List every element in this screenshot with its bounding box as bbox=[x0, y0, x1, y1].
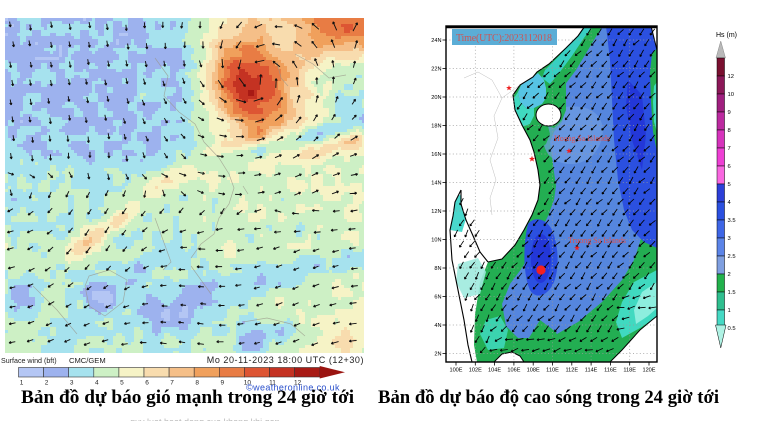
svg-text:10: 10 bbox=[728, 92, 734, 98]
svg-text:12: 12 bbox=[294, 380, 302, 387]
svg-text:9: 9 bbox=[728, 110, 731, 116]
svg-text:1: 1 bbox=[20, 380, 24, 387]
svg-text:108E: 108E bbox=[527, 368, 540, 374]
svg-text:3.5: 3.5 bbox=[728, 218, 736, 224]
svg-text:1: 1 bbox=[728, 308, 731, 314]
svg-text:3: 3 bbox=[728, 236, 731, 242]
svg-text:8N: 8N bbox=[434, 266, 441, 272]
svg-text:116E: 116E bbox=[604, 368, 617, 374]
svg-text:©weatheronline.co.uk: ©weatheronline.co.uk bbox=[246, 383, 340, 393]
svg-text:102E: 102E bbox=[469, 368, 482, 374]
svg-text:9: 9 bbox=[220, 380, 224, 387]
svg-text:12N: 12N bbox=[431, 209, 441, 215]
svg-text:14N: 14N bbox=[431, 181, 441, 187]
svg-text:Hs (m): Hs (m) bbox=[716, 32, 737, 39]
svg-text:106E: 106E bbox=[507, 368, 520, 374]
svg-text:7: 7 bbox=[170, 380, 174, 387]
svg-text:24N: 24N bbox=[431, 38, 441, 44]
svg-text:4N: 4N bbox=[434, 323, 441, 329]
svg-text:4: 4 bbox=[728, 200, 732, 206]
svg-text:3: 3 bbox=[70, 380, 74, 387]
svg-text:114E: 114E bbox=[585, 368, 598, 374]
svg-text:20N: 20N bbox=[431, 95, 441, 101]
svg-text:5: 5 bbox=[728, 182, 731, 188]
svg-text:100E: 100E bbox=[449, 368, 462, 374]
svg-text:11: 11 bbox=[269, 380, 276, 387]
svg-text:6N: 6N bbox=[434, 295, 441, 301]
svg-text:22N: 22N bbox=[431, 67, 441, 73]
svg-text:10N: 10N bbox=[431, 238, 441, 244]
svg-text:Surface wind (bft): Surface wind (bft) bbox=[1, 357, 57, 365]
svg-text:2: 2 bbox=[728, 272, 731, 278]
svg-text:Hoang Sa Islands: Hoang Sa Islands bbox=[554, 134, 610, 143]
svg-text:120E: 120E bbox=[642, 368, 655, 374]
svg-text:12: 12 bbox=[728, 74, 734, 80]
svg-text:1.5: 1.5 bbox=[728, 290, 736, 296]
svg-text:10: 10 bbox=[244, 380, 252, 387]
svg-text:8: 8 bbox=[728, 128, 731, 134]
svg-text:8: 8 bbox=[195, 380, 199, 387]
svg-text:104E: 104E bbox=[488, 368, 501, 374]
svg-text:Truong Sa Islands: Truong Sa Islands bbox=[568, 236, 626, 245]
svg-text:4: 4 bbox=[95, 380, 99, 387]
svg-text:6: 6 bbox=[728, 164, 731, 170]
svg-text:110E: 110E bbox=[546, 368, 559, 374]
svg-text:2: 2 bbox=[45, 380, 49, 387]
svg-text:CMC/GEM: CMC/GEM bbox=[69, 356, 106, 365]
svg-text:2.5: 2.5 bbox=[728, 254, 736, 260]
svg-text:Time(UTC):2023112018: Time(UTC):2023112018 bbox=[456, 33, 552, 44]
svg-text:2N: 2N bbox=[434, 352, 441, 358]
svg-text:Mo 20-11-2023 18:00 UTC (12+30: Mo 20-11-2023 18:00 UTC (12+30) bbox=[207, 355, 364, 365]
svg-text:16N: 16N bbox=[431, 152, 441, 158]
svg-text:0.5: 0.5 bbox=[728, 326, 736, 332]
svg-text:118E: 118E bbox=[623, 368, 636, 374]
svg-text:5: 5 bbox=[120, 380, 124, 387]
svg-text:6: 6 bbox=[145, 380, 149, 387]
svg-text:7: 7 bbox=[728, 146, 731, 152]
svg-text:18N: 18N bbox=[431, 124, 441, 130]
svg-text:112E: 112E bbox=[565, 368, 578, 374]
